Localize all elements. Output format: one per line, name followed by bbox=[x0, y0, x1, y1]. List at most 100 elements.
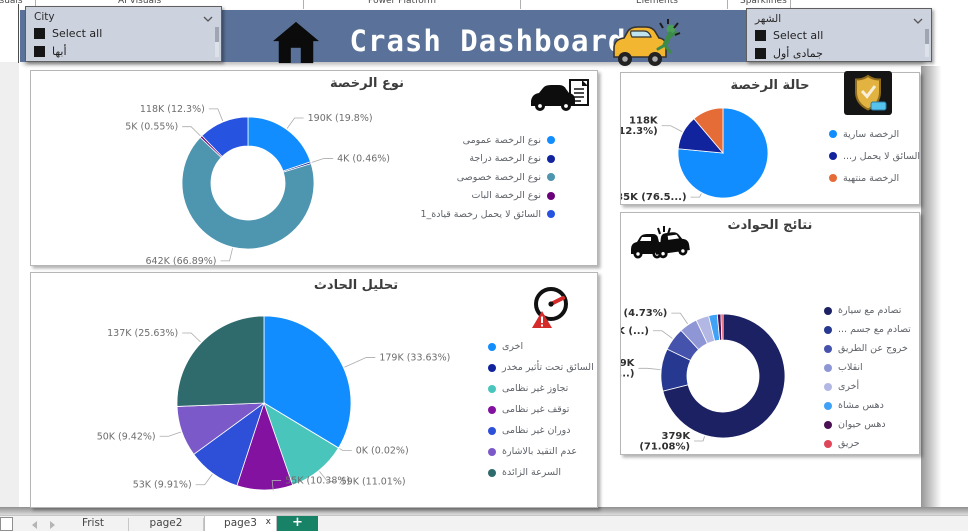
ribbon-group-label: AI Visuals bbox=[118, 0, 162, 6]
slicer-item-label: جمادى أول bbox=[773, 46, 823, 60]
label-leader-line bbox=[690, 193, 702, 198]
pie-slice[interactable] bbox=[181, 136, 315, 250]
add-page-button[interactable]: + bbox=[277, 516, 318, 531]
legend-item[interactable]: نوع الرخصة البات bbox=[420, 187, 555, 206]
slicer-item-label: Select all bbox=[773, 28, 824, 42]
ribbon-separator bbox=[35, 0, 36, 9]
chevron-down-icon[interactable] bbox=[203, 12, 213, 25]
legend-dot-icon bbox=[824, 439, 832, 448]
ribbon-strip: isuals AI Visuals Power Platform Element… bbox=[0, 0, 968, 10]
pie-slice[interactable] bbox=[662, 313, 786, 439]
ribbon-group-label: Elements bbox=[636, 0, 678, 6]
collision-icon bbox=[629, 225, 691, 269]
close-icon[interactable]: x bbox=[265, 517, 271, 527]
license-type-donut-chart[interactable]: 190K (19.8%) 4K (0.46%) 642K (66.89%) 5K (0… bbox=[31, 71, 599, 267]
legend-item[interactable]: الرخصة سارية bbox=[829, 123, 920, 145]
home-icon[interactable] bbox=[273, 21, 319, 65]
legend-item[interactable]: نوع الرخصة عمومى bbox=[420, 131, 555, 150]
checkbox[interactable] bbox=[755, 47, 766, 59]
legend-item[interactable]: انقلاب bbox=[824, 358, 911, 377]
tab-corner-box bbox=[0, 517, 13, 531]
canvas-shadow bbox=[0, 507, 968, 515]
legend-item[interactable]: تصادم مع جسم ... bbox=[824, 320, 911, 339]
label-leader-line bbox=[344, 357, 376, 368]
legend-dot-icon bbox=[829, 130, 837, 138]
legend-dot-icon bbox=[824, 401, 832, 410]
legend-label: أخرى bbox=[838, 381, 860, 392]
pie-slice[interactable] bbox=[247, 116, 312, 172]
legend-dot-icon bbox=[488, 342, 496, 351]
pie-slice[interactable] bbox=[693, 107, 724, 155]
tab-page2[interactable]: page2 bbox=[149, 517, 183, 529]
legend-label: السائق لا يحمل رخصة قيادة_1 bbox=[420, 208, 541, 220]
legend-item[interactable]: تصادم مع سيارة bbox=[824, 301, 911, 320]
city-slicer-header[interactable]: City bbox=[26, 7, 221, 24]
legend-item[interactable]: نوع الرخصة خصوصى bbox=[420, 168, 555, 187]
legend-item[interactable]: تجاوز غير نظامى bbox=[488, 378, 594, 399]
scrollbar[interactable] bbox=[925, 29, 929, 57]
legend-item[interactable]: توقف غير نظامى bbox=[488, 399, 594, 420]
legend-item[interactable]: السائق لا يحمل رخصة قيادة_1 bbox=[420, 205, 555, 224]
legend-item[interactable]: دهس مشاة bbox=[824, 396, 911, 415]
scrollbar[interactable] bbox=[215, 27, 219, 57]
legend-item[interactable]: عدم التقيد بالاشارة bbox=[488, 441, 594, 462]
label-leader-line bbox=[182, 126, 201, 137]
label-leader-line bbox=[652, 330, 673, 339]
label-leader-line bbox=[319, 471, 337, 482]
data-label: 25K (4.73%) bbox=[621, 308, 667, 319]
license-status-card: حالة الرخصة 735K (76.5...) 118K(12.3%) ال… bbox=[620, 71, 921, 206]
checkbox[interactable] bbox=[755, 29, 766, 41]
legend-item[interactable]: السائق تحت تأثير مخدر bbox=[488, 357, 594, 378]
tab-label: page3 bbox=[224, 517, 257, 529]
label-leader-line bbox=[159, 431, 182, 437]
legend-dot-icon bbox=[829, 174, 837, 182]
data-label: 4K (0.46%) bbox=[337, 153, 390, 164]
tab-page3-active[interactable]: page3 x bbox=[204, 516, 277, 531]
pie-slice[interactable] bbox=[201, 116, 249, 158]
slicer-item-city[interactable]: أبها bbox=[26, 42, 221, 60]
tab-frist[interactable]: Frist bbox=[81, 517, 105, 529]
chevron-down-icon[interactable] bbox=[913, 14, 923, 27]
data-label: 190K (19.8%) bbox=[308, 113, 373, 124]
label-leader-line bbox=[208, 108, 224, 122]
checkbox[interactable] bbox=[34, 27, 45, 39]
slicer-item-select-all[interactable]: Select all bbox=[26, 24, 221, 42]
legend-item[interactable]: نوع الرخصة دراجة bbox=[420, 150, 555, 169]
data-label: 50K (9.42%) bbox=[97, 431, 156, 442]
legend-label: دهس حيوان bbox=[838, 419, 886, 430]
next-page-icon[interactable] bbox=[50, 521, 55, 529]
legend-item[interactable]: حريق bbox=[824, 434, 911, 453]
legend-dot-icon bbox=[824, 382, 832, 391]
pie-slice[interactable] bbox=[263, 315, 352, 449]
legend-label: عدم التقيد بالاشارة bbox=[502, 446, 578, 457]
legend-item[interactable]: دوران غير نظامى bbox=[488, 420, 594, 441]
pie-slice[interactable] bbox=[176, 315, 265, 407]
prev-page-icon[interactable] bbox=[32, 521, 37, 529]
slicer-item-select-all[interactable]: Select all bbox=[747, 26, 931, 44]
accident-results-donut-chart[interactable]: 379K(71.08%) 59K(11....) 32K (...) 25K (4.7… bbox=[621, 213, 921, 456]
legend-item[interactable]: خروج عن الطريق bbox=[824, 339, 911, 358]
legend-item[interactable]: دهس حيوان bbox=[824, 415, 911, 434]
legend-item[interactable]: السائق لا يحمل ر... bbox=[829, 145, 920, 167]
accident-analysis-pie-chart[interactable]: 179K (33.63%) 0K (0.02%) 59K (11.01%)55K (… bbox=[31, 273, 599, 509]
legend-dot-icon bbox=[488, 384, 496, 393]
checkbox[interactable] bbox=[34, 45, 45, 57]
legend-item[interactable]: الرخصة منتهية bbox=[829, 167, 920, 189]
chart-legend: الرخصة سارية السائق لا يحمل ر... الرخصة من… bbox=[829, 123, 920, 189]
slicer-item-month[interactable]: جمادى أول bbox=[747, 44, 931, 62]
legend-label: السائق تحت تأثير مخدر bbox=[502, 362, 594, 373]
chart-legend: نوع الرخصة عمومى نوع الرخصة دراجة نوع الرخ… bbox=[420, 131, 555, 224]
legend-item[interactable]: السرعة الزائدة bbox=[488, 462, 594, 483]
data-label: 179K (33.63%) bbox=[379, 352, 450, 363]
license-status-pie-chart[interactable]: 735K (76.5...) 118K(12.3%) bbox=[621, 73, 921, 206]
legend-label: دهس مشاة bbox=[838, 400, 884, 411]
legend-item[interactable]: أخرى bbox=[824, 377, 911, 396]
canvas-edge bbox=[18, 4, 19, 63]
legend-label: السرعة الزائدة bbox=[502, 467, 562, 478]
month-slicer-header[interactable]: الشهر bbox=[747, 9, 931, 26]
pie-slice[interactable] bbox=[677, 107, 769, 199]
pie-slice[interactable] bbox=[720, 313, 724, 341]
legend-item[interactable]: اخرى bbox=[488, 336, 594, 357]
legend-label: السائق لا يحمل ر... bbox=[843, 150, 921, 162]
ribbon-group-label: isuals bbox=[0, 0, 23, 6]
